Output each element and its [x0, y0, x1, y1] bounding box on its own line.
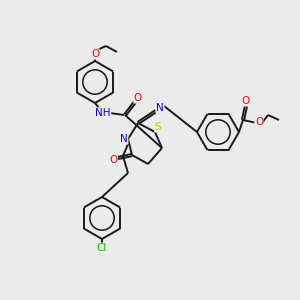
- Text: NH: NH: [95, 108, 111, 118]
- Text: O: O: [109, 155, 117, 165]
- Text: O: O: [242, 96, 250, 106]
- Text: Cl: Cl: [97, 243, 107, 253]
- Text: N: N: [156, 103, 164, 113]
- Text: O: O: [255, 117, 263, 127]
- Text: S: S: [155, 122, 161, 132]
- Text: N: N: [120, 134, 128, 144]
- Text: O: O: [91, 49, 99, 59]
- Text: O: O: [134, 93, 142, 103]
